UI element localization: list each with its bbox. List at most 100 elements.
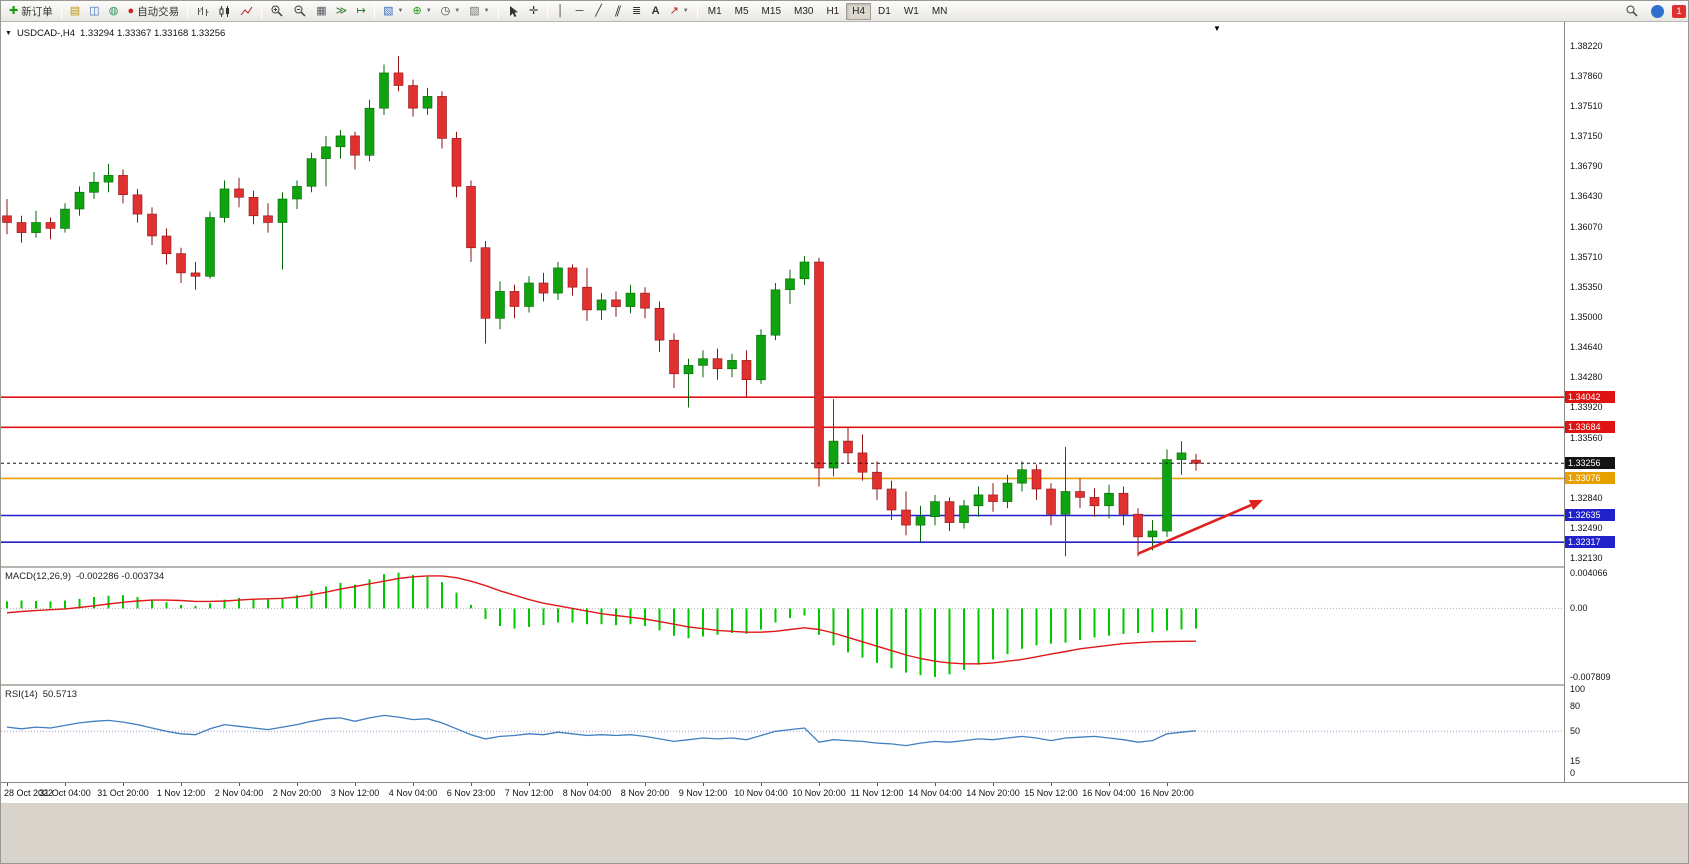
search-button[interactable] bbox=[1621, 2, 1643, 20]
timeframe-m1-button[interactable]: M1 bbox=[702, 3, 728, 20]
equidistant-channel-button[interactable]: ∥ bbox=[609, 2, 627, 20]
price-axis-label: 1.36430 bbox=[1570, 191, 1603, 202]
toolbar-right-group: 1 bbox=[1621, 2, 1686, 20]
macd-panel-canvas[interactable] bbox=[1, 568, 1564, 684]
time-axis-label: 10 Nov 20:00 bbox=[792, 788, 846, 798]
crosshair-icon: ✛ bbox=[528, 4, 539, 17]
periods-button[interactable]: ◷ ▼ bbox=[437, 2, 465, 20]
toolbar-separator bbox=[374, 3, 376, 19]
notification-badge[interactable]: 1 bbox=[1672, 4, 1686, 18]
time-axis-label: 28 Oct 2022 bbox=[4, 788, 54, 798]
time-tick bbox=[123, 783, 124, 786]
macd-name: MACD(12,26,9) bbox=[5, 571, 71, 582]
time-axis-label: 1 Nov 12:00 bbox=[156, 788, 206, 798]
arrows-tool-icon: ↗ bbox=[669, 4, 679, 17]
price-axis-label: 1.37860 bbox=[1570, 71, 1603, 82]
symbol-dropdown-icon[interactable]: ▼ bbox=[5, 30, 12, 37]
chart-shift-marker[interactable]: ▼ bbox=[1213, 24, 1221, 33]
zoom-out-button[interactable] bbox=[289, 2, 311, 20]
toolbar-separator bbox=[696, 3, 698, 19]
candlestick-chart-button[interactable] bbox=[214, 2, 235, 20]
data-window-icon: ◫ bbox=[89, 4, 100, 17]
time-axis-label: 15 Nov 12:00 bbox=[1024, 788, 1078, 798]
zoom-in-button[interactable] bbox=[266, 2, 288, 20]
time-tick bbox=[1051, 783, 1052, 786]
indicators-button[interactable]: ⊕ ▼ bbox=[408, 2, 435, 20]
panel-divider[interactable] bbox=[1, 566, 1688, 568]
chart-workspace: ▼ USDCAD-,H4 1.33294 1.33367 1.33168 1.3… bbox=[1, 22, 1688, 802]
time-tick bbox=[181, 783, 182, 786]
chart-shift-button[interactable]: ↦ bbox=[352, 2, 370, 20]
toolbar-separator bbox=[546, 3, 548, 19]
time-axis-label: 10 Nov 04:00 bbox=[734, 788, 788, 798]
timeframe-d1-button[interactable]: D1 bbox=[872, 3, 897, 20]
timeframe-group: M1 M5 M15 M30 H1 H4 D1 W1 MN bbox=[702, 2, 954, 20]
line-chart-button[interactable] bbox=[236, 2, 257, 20]
time-axis[interactable]: 28 Oct 2022 31 Oct 04:00 31 Oct 20:00 1 Nov… bbox=[1, 782, 1688, 802]
price-axis[interactable]: 1.38220 1.37860 1.37510 1.37150 1.36790 1.364… bbox=[1564, 22, 1688, 782]
trendline-icon: ╱ bbox=[595, 4, 602, 17]
time-tick bbox=[471, 783, 472, 786]
fibonacci-button[interactable]: ≣ bbox=[628, 2, 646, 20]
timeframe-w1-button[interactable]: W1 bbox=[898, 3, 925, 20]
templates-button[interactable]: ▨ ▼ bbox=[465, 2, 493, 20]
market-watch-icon: ▤ bbox=[69, 4, 81, 17]
cursor-button[interactable] bbox=[503, 2, 524, 20]
timeframe-h1-button[interactable]: H1 bbox=[820, 3, 845, 20]
price-tag-1.32317: 1.32317 bbox=[1565, 536, 1615, 549]
rsi-axis-label: 100 bbox=[1570, 684, 1586, 695]
new-order-label: 新订单 bbox=[21, 5, 53, 18]
horizontal-line-button[interactable]: ─ bbox=[571, 2, 589, 20]
timeframe-m5-button[interactable]: M5 bbox=[729, 3, 755, 20]
time-tick bbox=[529, 783, 530, 786]
price-axis-label: 1.33560 bbox=[1570, 432, 1603, 443]
line-chart-icon bbox=[240, 6, 253, 15]
panel-divider[interactable] bbox=[1, 684, 1688, 686]
time-axis-label: 3 Nov 12:00 bbox=[330, 788, 380, 798]
new-order-button[interactable]: ✚ 新订单 bbox=[5, 2, 57, 20]
price-axis-label: 1.36070 bbox=[1570, 221, 1603, 232]
timeframe-h4-button[interactable]: H4 bbox=[846, 2, 872, 20]
bar-chart-button[interactable] bbox=[192, 2, 213, 20]
toolbar-separator bbox=[261, 3, 263, 19]
macd-axis-label: 0.00 bbox=[1570, 603, 1588, 614]
text-tool-button[interactable]: A bbox=[647, 2, 665, 20]
timeframe-m30-button[interactable]: M30 bbox=[788, 3, 819, 20]
main-chart-canvas[interactable] bbox=[1, 22, 1564, 566]
time-axis-label: 6 Nov 23:00 bbox=[446, 788, 496, 798]
auto-trading-button[interactable]: ● 自动交易 bbox=[124, 2, 184, 20]
time-tick bbox=[819, 783, 820, 786]
crosshair-button[interactable]: ✛ bbox=[525, 2, 543, 20]
rsi-axis-label: 80 bbox=[1570, 701, 1581, 712]
vertical-line-button[interactable]: │ bbox=[552, 2, 570, 20]
trendline-button[interactable]: ╱ bbox=[590, 2, 608, 20]
price-axis-label: 1.36790 bbox=[1570, 161, 1603, 172]
navigator-icon: ◍ bbox=[108, 4, 119, 17]
market-watch-button[interactable]: ▤ bbox=[66, 2, 84, 20]
price-tag-1.32635: 1.32635 bbox=[1565, 509, 1615, 522]
tile-windows-button[interactable]: ▦ bbox=[312, 2, 330, 20]
time-tick bbox=[587, 783, 588, 786]
price-tag-1.33076: 1.33076 bbox=[1565, 472, 1615, 485]
timeframe-m15-button[interactable]: M15 bbox=[756, 3, 787, 20]
time-axis-label: 31 Oct 04:00 bbox=[39, 788, 91, 798]
price-axis-label: 1.37510 bbox=[1570, 100, 1603, 111]
time-tick bbox=[877, 783, 878, 786]
equidistant-channel-icon: ∥ bbox=[613, 4, 623, 17]
auto-scroll-button[interactable]: ≫ bbox=[332, 2, 352, 20]
time-tick bbox=[645, 783, 646, 786]
navigator-button[interactable]: ◍ bbox=[105, 2, 123, 20]
rsi-panel-canvas[interactable] bbox=[1, 686, 1564, 780]
indicators-icon: ⊕ bbox=[412, 4, 422, 17]
dropdown-caret-icon: ▼ bbox=[425, 8, 432, 14]
timeframe-mn-button[interactable]: MN bbox=[926, 3, 954, 20]
dropdown-caret-icon: ▼ bbox=[483, 8, 490, 14]
data-window-button[interactable]: ◫ bbox=[85, 2, 103, 20]
arrows-tool-button[interactable]: ↗ ▼ bbox=[666, 2, 693, 20]
templates-icon: ▨ bbox=[469, 4, 480, 17]
new-order-icon: ✚ bbox=[9, 4, 19, 17]
time-tick bbox=[993, 783, 994, 786]
community-button[interactable] bbox=[1647, 2, 1668, 20]
new-chart-button[interactable]: ▧ ▼ bbox=[379, 2, 407, 20]
